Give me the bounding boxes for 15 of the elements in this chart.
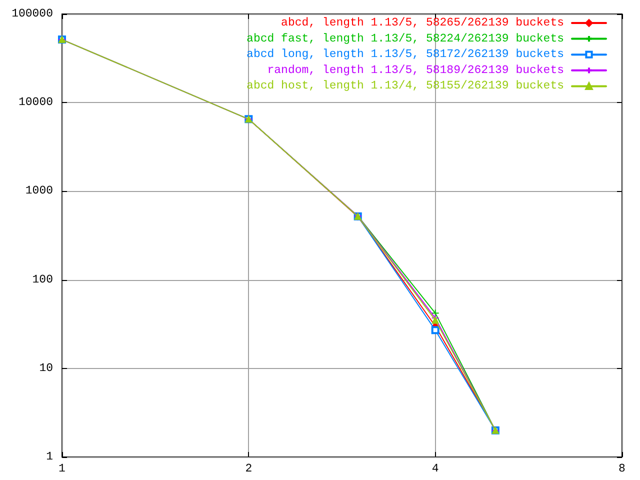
y-tick-label: 10000 [18, 96, 54, 110]
x-tick-label: 2 [245, 462, 252, 476]
y-tick-label: 10 [39, 362, 54, 375]
legend-label: abcd long, length 1.13/5, 58172/262139 buckets [246, 48, 564, 62]
x-tick-label: 1 [58, 462, 66, 476]
legend-label: abcd host, length 1.13/4, 58155/262139 buckets [246, 80, 564, 93]
legend-label: abcd, length 1.13/5, 58265/262139 buckets [281, 16, 564, 30]
y-tick-label: 1000 [25, 184, 54, 198]
x-tick-label: 8 [618, 462, 626, 476]
x-tick-label: 4 [432, 462, 439, 476]
y-tick-label: 100000 [12, 8, 54, 20]
y-tick-label: 100 [32, 273, 54, 286]
legend-label: random, length 1.13/5, 58189/262139 buckets [267, 64, 564, 77]
legend-label: abcd fast, length 1.13/5, 58224/262139 buckets [246, 32, 564, 46]
y-tick-label: 1 [46, 450, 54, 464]
